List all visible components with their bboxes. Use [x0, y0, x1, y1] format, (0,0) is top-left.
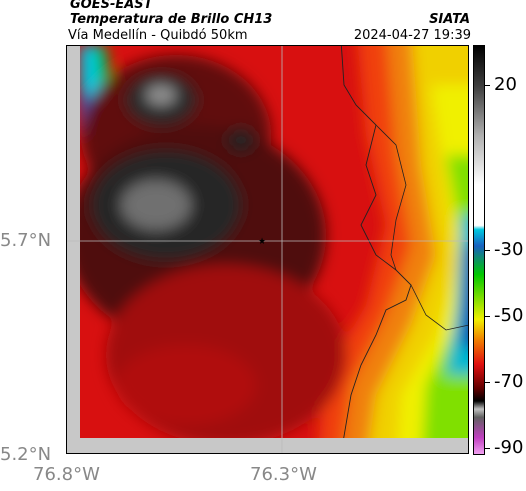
organization-name: SIATA — [429, 12, 470, 27]
boundary-line — [340, 45, 412, 438]
timestamp: 2024-04-27 19:39 — [353, 28, 471, 43]
region-subtitle: Vía Medellín - Quibdó 50km — [68, 28, 248, 43]
colorbar-tick — [485, 316, 490, 318]
brightness-temperature-map: ★ — [66, 45, 469, 454]
colorbar — [473, 45, 485, 455]
colorbar-tick — [485, 84, 490, 86]
colorbar-label: -50 — [494, 305, 524, 327]
star-icon: ★ — [258, 237, 266, 247]
lon-label: 76.3°W — [250, 464, 317, 485]
product-title: Temperatura de Brillo CH13 — [70, 12, 273, 27]
lon-label: 76.8°W — [33, 464, 100, 485]
lat-label: 5.2°N — [0, 444, 52, 465]
lat-label: 5.7°N — [0, 230, 52, 251]
satellite-name: GOES-EAST — [70, 0, 153, 12]
colorbar-tick — [485, 382, 490, 384]
colorbar-tick — [485, 250, 490, 251]
colorbar-label: -70 — [494, 371, 524, 393]
colorbar-label: -30 — [494, 239, 524, 260]
colorbar-label: -90 — [494, 437, 524, 459]
map-canvas: ★ — [66, 45, 469, 454]
colorbar-label: 20 — [494, 73, 517, 95]
colorbar-tick — [485, 448, 490, 450]
